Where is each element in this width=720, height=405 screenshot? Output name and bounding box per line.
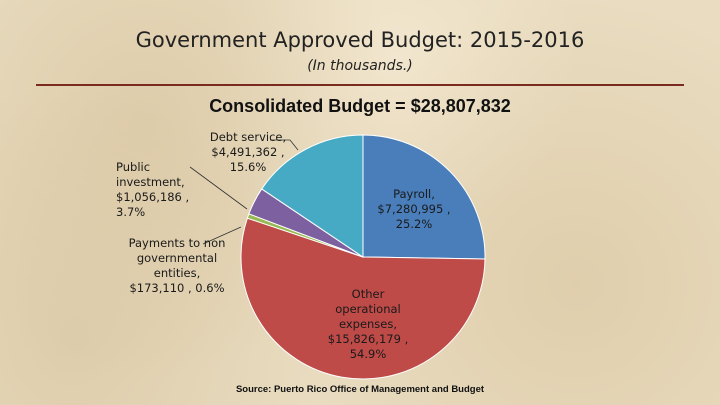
chart-source: Source: Puerto Rico Office of Management… [235, 384, 485, 395]
pie-slice-other-operational-expenses [240, 217, 486, 380]
leader-line-payments [202, 226, 242, 245]
slice-label-other-operational-expenses: Other operational expenses, $15,826,179 … [327, 287, 409, 361]
slice-label-payroll: Payroll, $7,280,995 , 25.2% [377, 187, 451, 231]
slice-label-debt-service: Debt service, $4,491,362 , 15.6% [209, 130, 287, 174]
slice-label-payments-non-governmental: Payments to non governmental entities, $… [128, 236, 226, 295]
consolidated-budget-heading: Consolidated Budget = $28,807,832 [209, 96, 511, 116]
pie-slice-debt-service [261, 134, 364, 258]
slice-label-public-investment: Public investment, $1,056,186 , 3.7% [116, 160, 190, 219]
pie-slice-payroll [362, 134, 486, 260]
leader-line-public-investment [189, 166, 248, 210]
leader-line-debt-service [270, 139, 299, 151]
chart-subtitle: (In thousands.) [307, 58, 413, 74]
title-divider [36, 84, 684, 86]
chart-title: Government Approved Budget: 2015-2016 [135, 28, 585, 52]
